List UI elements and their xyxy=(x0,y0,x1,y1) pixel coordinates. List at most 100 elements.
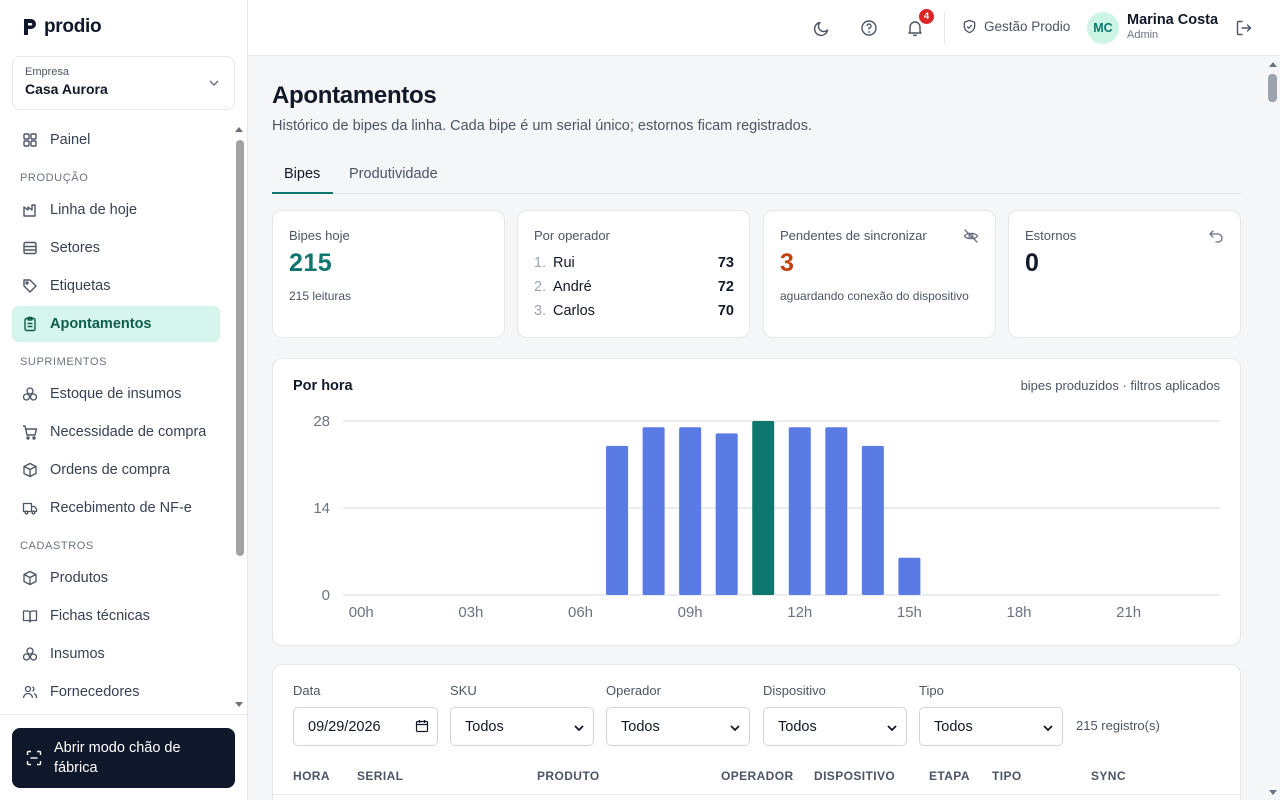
sidebar-scrollbar-thumb[interactable] xyxy=(236,140,244,556)
operator-name: Rui xyxy=(553,255,575,271)
sidebar-item-ordens-de-compra[interactable]: Ordens de compra xyxy=(12,452,220,488)
stat-card-estornos: Estornos 0 xyxy=(1008,210,1241,338)
date-input[interactable]: 09/29/2026 xyxy=(293,707,438,746)
bar-07h[interactable] xyxy=(606,445,629,595)
bar-12h[interactable] xyxy=(788,427,811,595)
stat-label: Bipes hoje xyxy=(289,228,350,243)
tag-icon xyxy=(23,279,37,293)
filter-label: Data xyxy=(293,683,321,698)
bell-icon[interactable] xyxy=(906,19,924,37)
bar-13h[interactable] xyxy=(825,427,848,595)
sidebar-item-label: Fornecedores xyxy=(50,684,140,700)
chart-card-por-hora: 0 14 28 00h 03h 06h 09h 12h 15h 18h 21h Por hora b… xyxy=(272,358,1241,646)
list-icon xyxy=(23,241,37,255)
clipboard-icon xyxy=(24,316,36,332)
column-header[interactable]: SERIAL xyxy=(357,769,404,783)
page-subtitle: Histórico de bipes da linha. Cada bipe é… xyxy=(272,118,812,134)
sidebar-item-label: Necessidade de compra xyxy=(50,424,207,440)
sidebar-item-fichas-tecnicas[interactable]: Fichas técnicas xyxy=(12,598,220,634)
stat-value: 0 xyxy=(1025,249,1040,277)
column-header[interactable]: HORA xyxy=(293,769,330,783)
sidebar-item-necessidade-de-compra[interactable]: Necessidade de compra xyxy=(12,414,220,450)
type-select[interactable]: Todos xyxy=(919,707,1063,746)
main-scrollbar[interactable] xyxy=(1266,56,1280,800)
operator-count: 70 xyxy=(717,303,734,319)
stat-card-pendentes: Pendentes de sincronizar 3 aguardando co… xyxy=(763,210,996,338)
bar-08h[interactable] xyxy=(642,427,665,595)
tab-bipes[interactable]: Bipes xyxy=(284,166,321,182)
bar-11h[interactable] xyxy=(752,421,775,595)
bar-09h[interactable] xyxy=(679,427,702,595)
floor-mode-button[interactable]: Abrir modo chão de fábrica xyxy=(12,728,235,788)
column-header[interactable]: PRODUTO xyxy=(537,769,600,783)
page-title: Apontamentos xyxy=(272,82,437,109)
sidebar-item-label: Etiquetas xyxy=(50,278,111,294)
sidebar-item-label: Painel xyxy=(50,132,91,148)
y-tick-label: 28 xyxy=(313,413,330,430)
sidebar-item-painel[interactable]: Painel xyxy=(12,122,220,158)
device-value: Todos xyxy=(778,718,817,735)
scroll-up-icon[interactable] xyxy=(1269,62,1277,67)
sidebar-item-etiquetas[interactable]: Etiquetas xyxy=(12,268,220,304)
operator-count: 72 xyxy=(717,279,734,295)
device-select[interactable]: Todos xyxy=(763,707,907,746)
sidebar: prodio Empresa Casa Aurora Painel PRODUÇ… xyxy=(0,0,248,800)
operator-rank-row: 3. Carlos 70 xyxy=(534,303,734,319)
company-selector[interactable]: Empresa Casa Aurora xyxy=(12,56,235,110)
divider xyxy=(0,714,248,715)
sidebar-item-recebimento-de-nf-e[interactable]: Recebimento de NF-e xyxy=(12,490,220,526)
logout-icon[interactable] xyxy=(1235,19,1253,37)
sku-value: Todos xyxy=(465,718,504,735)
calendar-icon[interactable] xyxy=(415,719,429,733)
nav-section-title: PRODUÇÃO xyxy=(20,172,89,184)
help-icon[interactable] xyxy=(860,19,878,37)
operator-name: Carlos xyxy=(553,303,595,319)
avatar[interactable]: MC xyxy=(1087,12,1119,44)
column-header[interactable]: OPERADOR xyxy=(721,769,794,783)
bar-10h[interactable] xyxy=(715,433,738,595)
operator-select[interactable]: Todos xyxy=(606,707,750,746)
rank-number: 2. xyxy=(534,279,547,295)
column-header[interactable]: SYNC xyxy=(1091,769,1126,783)
stat-label: Estornos xyxy=(1025,228,1077,243)
column-header[interactable]: ETAPA xyxy=(929,769,970,783)
chevron-down-icon xyxy=(887,725,897,732)
brand-logo[interactable]: prodio xyxy=(22,16,102,38)
column-header[interactable]: DISPOSITIVO xyxy=(814,769,896,783)
sidebar-item-linha-de-hoje[interactable]: Linha de hoje xyxy=(12,192,220,228)
x-tick-label: 15h xyxy=(897,604,922,621)
column-header[interactable]: TIPO xyxy=(992,769,1022,783)
stat-card-por-operador: Por operador 1. Rui 73 2. André 72 3. Carlo… xyxy=(517,210,750,338)
chart-title: Por hora xyxy=(293,378,353,394)
scroll-down-icon[interactable] xyxy=(235,702,243,707)
sidebar-item-apontamentos[interactable]: Apontamentos xyxy=(12,306,220,342)
sku-select[interactable]: Todos xyxy=(450,707,594,746)
main-scrollbar-thumb[interactable] xyxy=(1268,74,1277,102)
tab-produtividade[interactable]: Produtividade xyxy=(349,166,438,182)
scroll-up-icon[interactable] xyxy=(235,127,243,132)
sidebar-item-setores[interactable]: Setores xyxy=(12,230,220,266)
bar-14h[interactable] xyxy=(861,445,884,595)
moon-icon[interactable] xyxy=(813,19,831,37)
sidebar-item-label: Recebimento de NF-e xyxy=(50,500,192,516)
sidebar-item-estoque-de-insumos[interactable]: Estoque de insumos xyxy=(12,376,220,412)
user-role: Admin xyxy=(1127,29,1159,41)
x-tick-label: 09h xyxy=(678,604,703,621)
divider xyxy=(944,12,945,44)
main-content: Apontamentos Histórico de bipes da linha… xyxy=(248,56,1266,800)
workspace-switcher[interactable]: Gestão Prodio xyxy=(962,19,1070,34)
user-name: Marina Costa xyxy=(1127,12,1219,28)
sidebar-item-fornecedores[interactable]: Fornecedores xyxy=(12,674,220,710)
sidebar-item-label: Apontamentos xyxy=(50,316,152,332)
package-icon xyxy=(23,462,37,478)
sidebar-item-produtos[interactable]: Produtos xyxy=(12,560,220,596)
cart-icon xyxy=(23,425,38,440)
x-tick-label: 03h xyxy=(458,604,483,621)
type-value: Todos xyxy=(934,718,973,735)
bar-15h[interactable] xyxy=(898,557,921,595)
boxes-icon xyxy=(22,387,38,401)
scroll-down-icon[interactable] xyxy=(1269,790,1277,795)
sidebar-item-insumos[interactable]: Insumos xyxy=(12,636,220,672)
eye-off-icon xyxy=(963,229,979,243)
active-tab-indicator xyxy=(272,192,333,194)
